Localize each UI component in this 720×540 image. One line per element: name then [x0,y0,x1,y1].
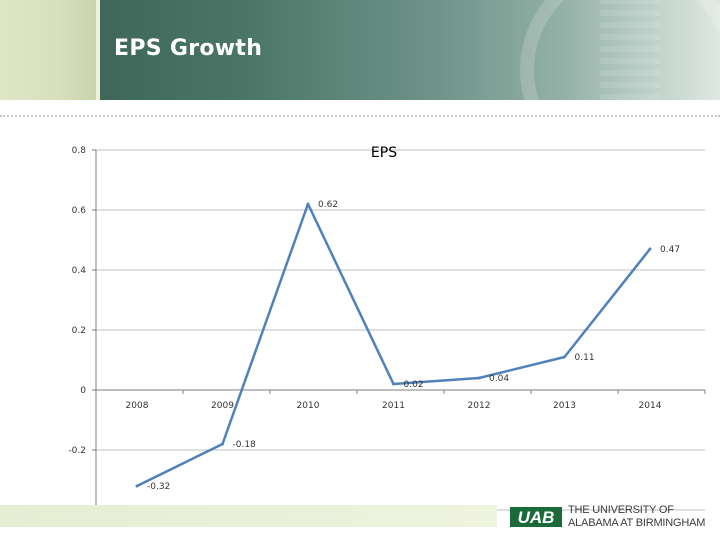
data-labels: -0.32 -0.18 0.62 0.02 0.04 0.11 0.47 [147,200,680,492]
y-axis-tick-labels: -0.4-0.200.20.40.60.8 [68,146,86,516]
y-tick-label: -0.2 [68,446,86,456]
university-logo: UAB THE UNIVERSITY OF ALABAMA AT BIRMING… [510,502,715,532]
slide-title: EPS Growth [114,36,263,61]
eps-data-point [221,442,224,446]
footer-band [0,505,497,527]
eps-data-point [306,202,310,206]
eps-line-chart: -0.4-0.200.20.40.60.8 200820092010201120… [68,145,706,516]
uab-logo-letters: UAB [518,508,555,527]
data-label: 0.47 [660,245,680,255]
y-tick-label: 0 [80,386,86,396]
uab-logo-mark: UAB [510,507,562,527]
y-tick-label: 0.2 [72,326,86,336]
data-label: 0.04 [489,374,509,384]
data-label: 0.02 [404,380,424,390]
x-tick-label: 2012 [468,401,491,411]
data-label: -0.18 [233,440,257,450]
x-tick-label: 2010 [297,401,320,411]
eps-data-point [477,376,481,380]
logo-line-1: THE UNIVERSITY OF [568,504,674,516]
x-axis-tick-labels: 2008 2009 2010 2011 2012 2013 2014 [126,401,662,411]
header-accent-strip [96,0,100,100]
eps-series-line [136,202,651,488]
eps-data-point [135,484,139,488]
x-tick-label: 2009 [211,401,234,411]
chart-gridlines [96,149,705,511]
x-tick-label: 2014 [639,401,662,411]
y-tick-label: 0.6 [72,206,87,216]
logo-line-2: ALABAMA AT BIRMINGHAM [568,517,706,529]
eps-data-point [392,382,395,386]
chart-title: EPS [371,145,397,161]
slide-header: EPS Growth [0,0,720,100]
eps-data-point [648,247,652,251]
y-tick-label: 0.8 [72,146,87,156]
eps-data-point [563,355,566,359]
header-divider [0,115,720,117]
chart-series [135,202,652,488]
x-tick-label: 2013 [553,401,576,411]
data-label: 0.62 [318,200,338,210]
x-tick-label: 2011 [382,401,405,411]
chart-axes [92,149,706,511]
x-tick-label: 2008 [126,401,149,411]
y-tick-label: 0.4 [72,266,87,276]
data-label: -0.32 [147,482,170,492]
data-label: 0.11 [575,353,595,363]
header-tower-watermark [600,0,660,100]
